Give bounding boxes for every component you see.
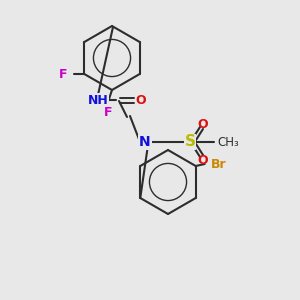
Text: S: S — [184, 134, 196, 149]
Text: F: F — [59, 68, 67, 80]
Text: O: O — [198, 154, 208, 166]
Text: CH₃: CH₃ — [217, 136, 239, 148]
Text: Br: Br — [211, 158, 226, 170]
Text: N: N — [139, 135, 151, 149]
Text: NH: NH — [88, 94, 108, 106]
Text: O: O — [198, 118, 208, 130]
Text: F: F — [104, 106, 112, 119]
Text: O: O — [136, 94, 146, 106]
